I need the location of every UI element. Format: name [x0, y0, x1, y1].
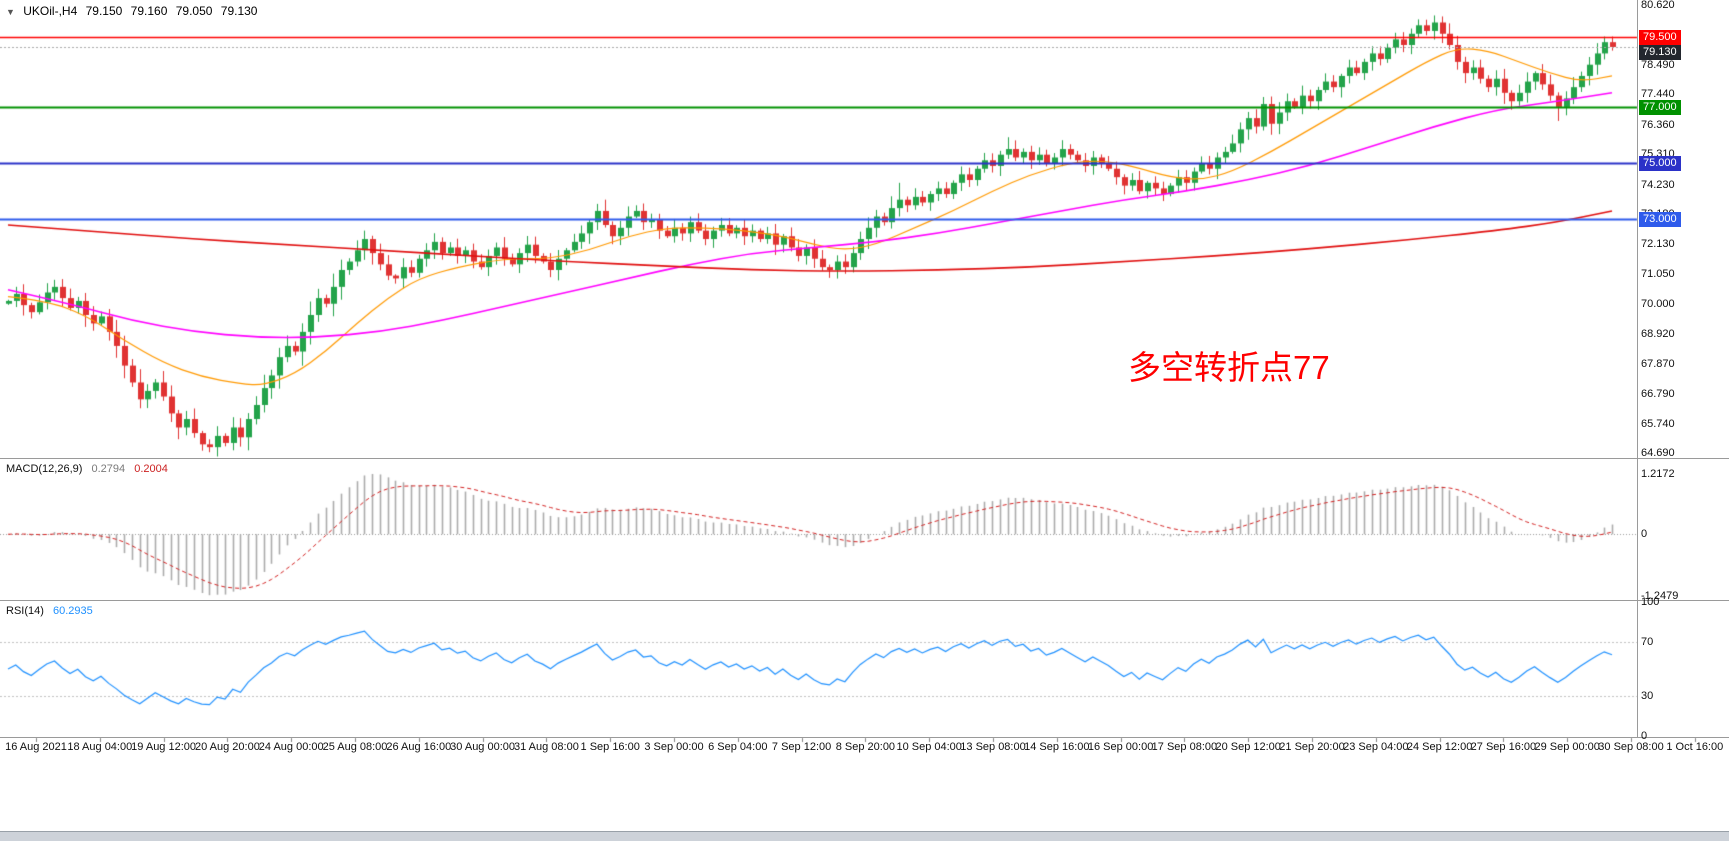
panel-separator[interactable] [0, 600, 1729, 601]
macd-name-label: MACD(12,26,9) [6, 463, 83, 475]
chart-annotation-text[interactable]: 多空转折点77 [1128, 349, 1330, 386]
bottom-strip [0, 831, 1729, 841]
macd-panel-region[interactable] [0, 459, 1637, 600]
main-chart-region[interactable] [0, 0, 1637, 458]
quote-open-value: 79.150 [85, 4, 123, 18]
collapse-triangle-icon[interactable]: ▼ [6, 7, 15, 17]
macd-indicator-label: MACD(12,26,9) 0.2794 0.2004 [6, 463, 174, 475]
quote-high-value: 79.160 [130, 4, 168, 18]
quote-close-value: 79.130 [220, 4, 258, 18]
macd-signal-value: 0.2004 [134, 463, 168, 475]
rsi-name-label: RSI(14) [6, 605, 44, 617]
price-axis-region[interactable] [1637, 0, 1729, 737]
axis-separator [1637, 0, 1638, 737]
rsi-value: 60.2935 [52, 605, 93, 617]
macd-main-value: 0.2794 [91, 463, 126, 475]
panel-separator[interactable] [0, 458, 1729, 459]
quote-bar: ▼ UKOil-,H4 79.150 79.160 79.050 79.130 [6, 4, 262, 18]
time-axis-region[interactable] [0, 738, 1729, 764]
quote-low-value: 79.050 [175, 4, 213, 18]
panel-separator [0, 737, 1729, 738]
rsi-panel-region[interactable] [0, 601, 1637, 737]
rsi-indicator-label: RSI(14) 60.2935 [6, 605, 99, 617]
symbol-period-label: UKOil-,H4 [23, 4, 78, 18]
